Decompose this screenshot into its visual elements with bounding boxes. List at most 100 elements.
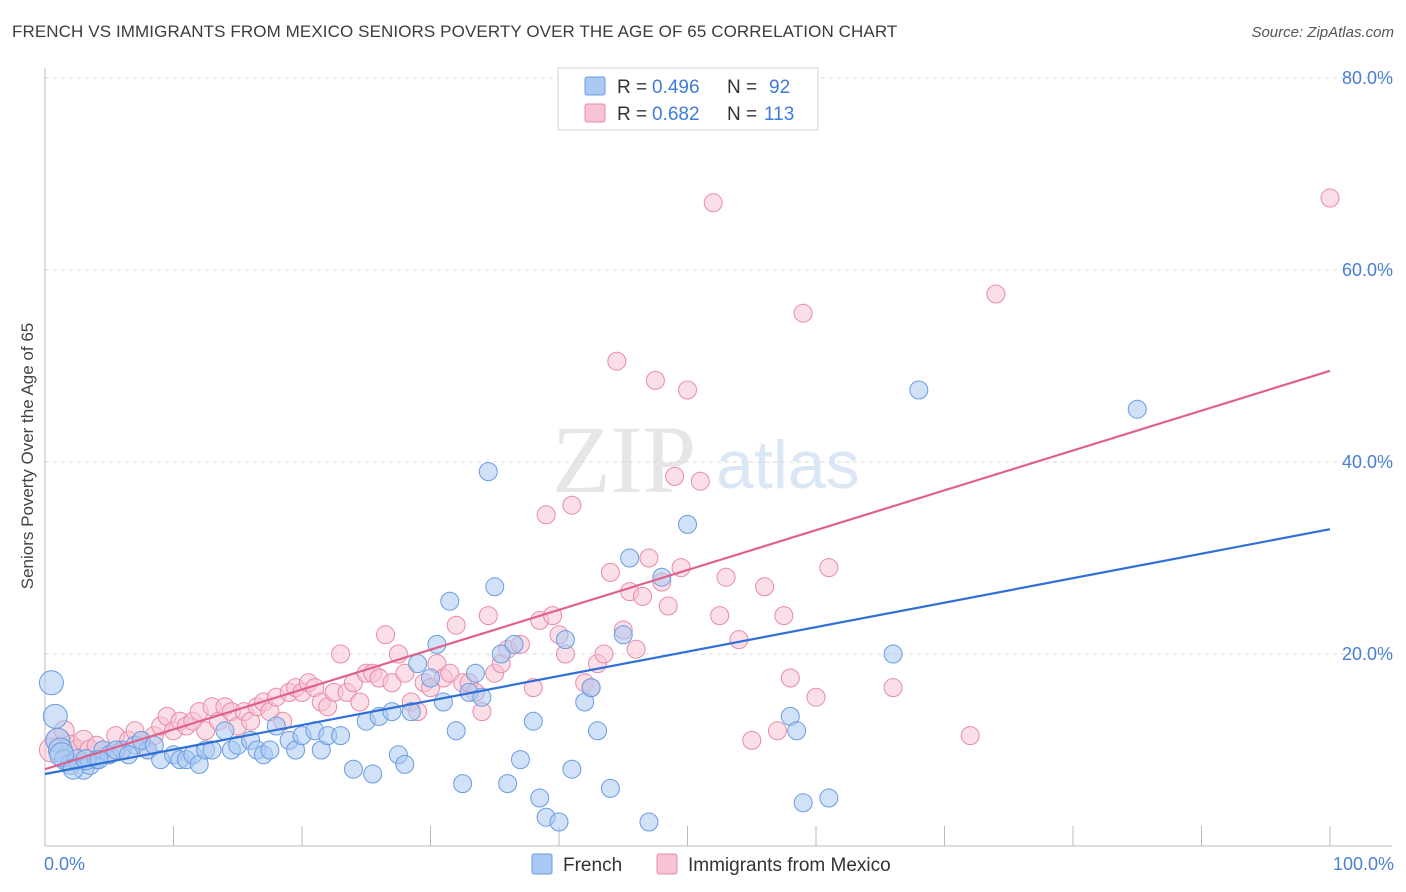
french-point-78 — [787, 721, 807, 741]
mexico-point-99 — [710, 606, 730, 626]
legend: R = 0.496 N = 92 R = 0.682 N = 113 — [557, 67, 819, 131]
legend-mexico-swatch — [584, 103, 606, 123]
french-point-42 — [382, 702, 402, 722]
watermark-zip: ZIP — [552, 406, 696, 513]
gridlines — [45, 77, 1392, 655]
french-point-23 — [215, 721, 235, 741]
mexico-point-90 — [639, 548, 659, 568]
french-point-81 — [883, 644, 903, 664]
mexico-point-98 — [703, 193, 723, 213]
french-point-52 — [453, 774, 473, 794]
french-point-59 — [498, 774, 518, 794]
mexico-point-68 — [478, 606, 498, 626]
legend-mexico-r-label: R = — [617, 104, 652, 125]
mexico-point-62 — [440, 663, 460, 683]
french-point-50 — [440, 591, 460, 611]
legend-french-r-value: 0.496 — [652, 77, 700, 98]
french-point-76 — [678, 514, 697, 534]
french-point-71 — [600, 778, 620, 798]
y-tick-label-80: 80.0% — [1342, 68, 1393, 88]
french-point-74 — [639, 812, 659, 832]
mexico-point-106 — [780, 668, 800, 688]
mexico-point-97 — [690, 471, 710, 491]
legend-french-n-label: N = — [727, 77, 762, 98]
french-point-51 — [446, 721, 466, 741]
french-point-0 — [38, 670, 64, 696]
bottom-legend-mexico-label: Immigrants from Mexico — [688, 855, 891, 876]
french-point-54 — [465, 663, 485, 683]
french-point-56 — [478, 462, 498, 482]
french-point-44 — [395, 754, 415, 774]
legend-mexico-n-value: 113 — [764, 104, 794, 125]
mexico-point-104 — [767, 721, 787, 741]
french-point-66 — [555, 630, 575, 650]
french-point-45 — [401, 702, 421, 722]
mexico-point-89 — [633, 586, 653, 606]
french-point-49 — [433, 692, 453, 712]
legend-french-swatch — [584, 76, 606, 96]
y-tick-labels: 20.0% 40.0% 60.0% 80.0% — [1342, 68, 1393, 664]
french-point-47 — [421, 668, 440, 688]
french-point-72 — [613, 625, 633, 645]
y-tick-label-40: 40.0% — [1342, 452, 1393, 472]
y-tick-label-60: 60.0% — [1342, 260, 1393, 280]
mexico-point-88 — [626, 639, 646, 659]
mexico-trend-line — [44, 369, 1331, 771]
french-trend-line — [44, 528, 1331, 776]
mexico-point-95 — [671, 558, 691, 578]
mexico-point-85 — [607, 351, 627, 371]
mexico-point-103 — [755, 577, 775, 597]
watermark-atlas: atlas — [716, 427, 860, 503]
french-point-67 — [562, 759, 582, 779]
mexico-point-113 — [1320, 188, 1340, 208]
french-point-38 — [343, 759, 363, 779]
mexico-point-91 — [645, 370, 665, 390]
bottom-legend-french-swatch — [531, 853, 553, 875]
mexico-point-107 — [793, 303, 813, 323]
mexico-point-73 — [523, 678, 543, 698]
french-point-83 — [1127, 399, 1147, 419]
bottom-legend: French Immigrants from Mexico — [531, 853, 891, 876]
mexico-point-79 — [562, 495, 582, 515]
x-tick-label-max: 100.0% — [1333, 854, 1394, 874]
french-point-80 — [819, 788, 839, 808]
mexico-point-52 — [376, 625, 396, 645]
french-point-1 — [42, 703, 68, 729]
x-ticks — [44, 826, 1331, 846]
mexico-point-75 — [536, 505, 556, 525]
french-point-57 — [485, 577, 505, 597]
mexico-point-105 — [774, 606, 794, 626]
french-point-70 — [588, 721, 608, 741]
mexico-point-100 — [716, 567, 736, 587]
french-point-79 — [793, 793, 813, 813]
legend-mexico-n-label: N = — [727, 104, 762, 125]
french-point-69 — [581, 678, 601, 698]
mexico-point-48 — [350, 692, 370, 712]
french-point-60 — [504, 634, 524, 654]
french-point-58 — [491, 644, 511, 664]
french-point-30 — [266, 716, 286, 736]
french-point-22 — [202, 740, 222, 760]
french-point-29 — [260, 740, 280, 760]
mexico-point-111 — [960, 726, 980, 746]
mexico-point-96 — [678, 380, 697, 400]
french-point-40 — [363, 764, 383, 784]
french-point-89 — [119, 745, 139, 765]
french-point-61 — [510, 750, 530, 770]
mexico-point-93 — [658, 596, 678, 616]
french-point-62 — [523, 711, 543, 731]
mexico-point-110 — [883, 678, 903, 698]
mexico-point-45 — [331, 644, 351, 664]
mexico-point-83 — [594, 644, 614, 664]
french-point-82 — [909, 380, 929, 400]
mexico-point-112 — [986, 284, 1006, 304]
french-point-37 — [331, 726, 351, 746]
legend-french-n-value: 92 — [769, 77, 790, 98]
trend-lines — [44, 369, 1331, 776]
mexico-point-24 — [196, 721, 216, 741]
french-point-46 — [408, 654, 428, 674]
legend-french-r-label: R = — [617, 77, 652, 98]
mexico-point-55 — [395, 663, 415, 683]
bottom-legend-mexico-swatch — [656, 853, 678, 875]
